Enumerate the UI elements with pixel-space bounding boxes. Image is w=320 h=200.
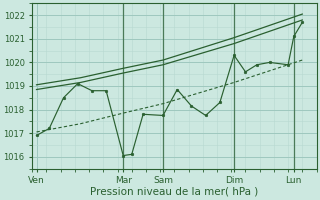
X-axis label: Pression niveau de la mer( hPa ): Pression niveau de la mer( hPa ) [90,187,259,197]
